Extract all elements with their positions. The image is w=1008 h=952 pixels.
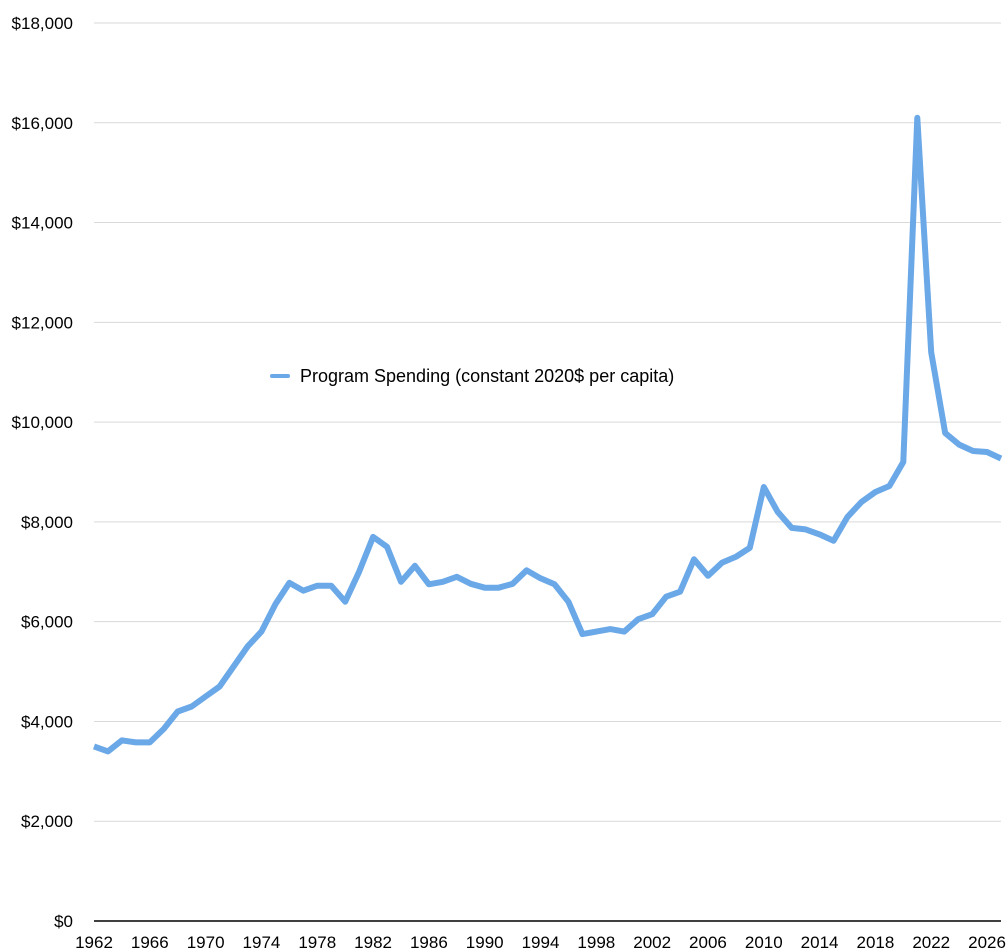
y-tick-label: $6,000: [21, 613, 73, 632]
x-tick-label: 1974: [243, 933, 281, 952]
gridlines: [94, 22, 1001, 822]
x-tick-label: 2018: [857, 933, 895, 952]
x-tick-label: 1998: [577, 933, 615, 952]
x-tick-label: 2010: [745, 933, 783, 952]
x-tick-label: 2006: [689, 933, 727, 952]
y-tick-label: $10,000: [12, 413, 73, 432]
y-tick-label: $4,000: [21, 712, 73, 731]
y-tick-label: $16,000: [12, 114, 73, 133]
legend: Program Spending (constant 2020$ per cap…: [270, 366, 674, 386]
x-tick-label: 1990: [466, 933, 504, 952]
x-tick-label: 1962: [75, 933, 113, 952]
x-tick-label: 2014: [801, 933, 839, 952]
y-tick-label: $2,000: [21, 812, 73, 831]
x-tick-label: 2026: [968, 933, 1006, 952]
series-layer: [92, 114, 1003, 755]
legend-label: Program Spending (constant 2020$ per cap…: [300, 366, 674, 386]
x-axis-ticks: 1962 1966 1970 1974 1978 1982 1986 1990 1994 1998…: [75, 933, 1006, 952]
x-tick-label: 1978: [298, 933, 336, 952]
y-axis-ticks: $0 $2,000 $4,000 $6,000 $8,000 $10,000 $12,000…: [12, 14, 73, 931]
x-tick-label: 1986: [410, 933, 448, 952]
series-line: [92, 114, 1003, 755]
x-tick-label: 1994: [522, 933, 560, 952]
y-tick-label: $8,000: [21, 513, 73, 532]
x-tick-label: 2002: [633, 933, 671, 952]
x-tick-label: 1970: [187, 933, 225, 952]
y-tick-label: $14,000: [12, 214, 73, 233]
y-tick-label: $0: [54, 912, 73, 931]
y-tick-label: $12,000: [12, 313, 73, 332]
y-tick-label: $18,000: [12, 14, 73, 33]
x-tick-label: 1982: [354, 933, 392, 952]
x-tick-label: 2022: [912, 933, 950, 952]
x-tick-label: 1966: [131, 933, 169, 952]
